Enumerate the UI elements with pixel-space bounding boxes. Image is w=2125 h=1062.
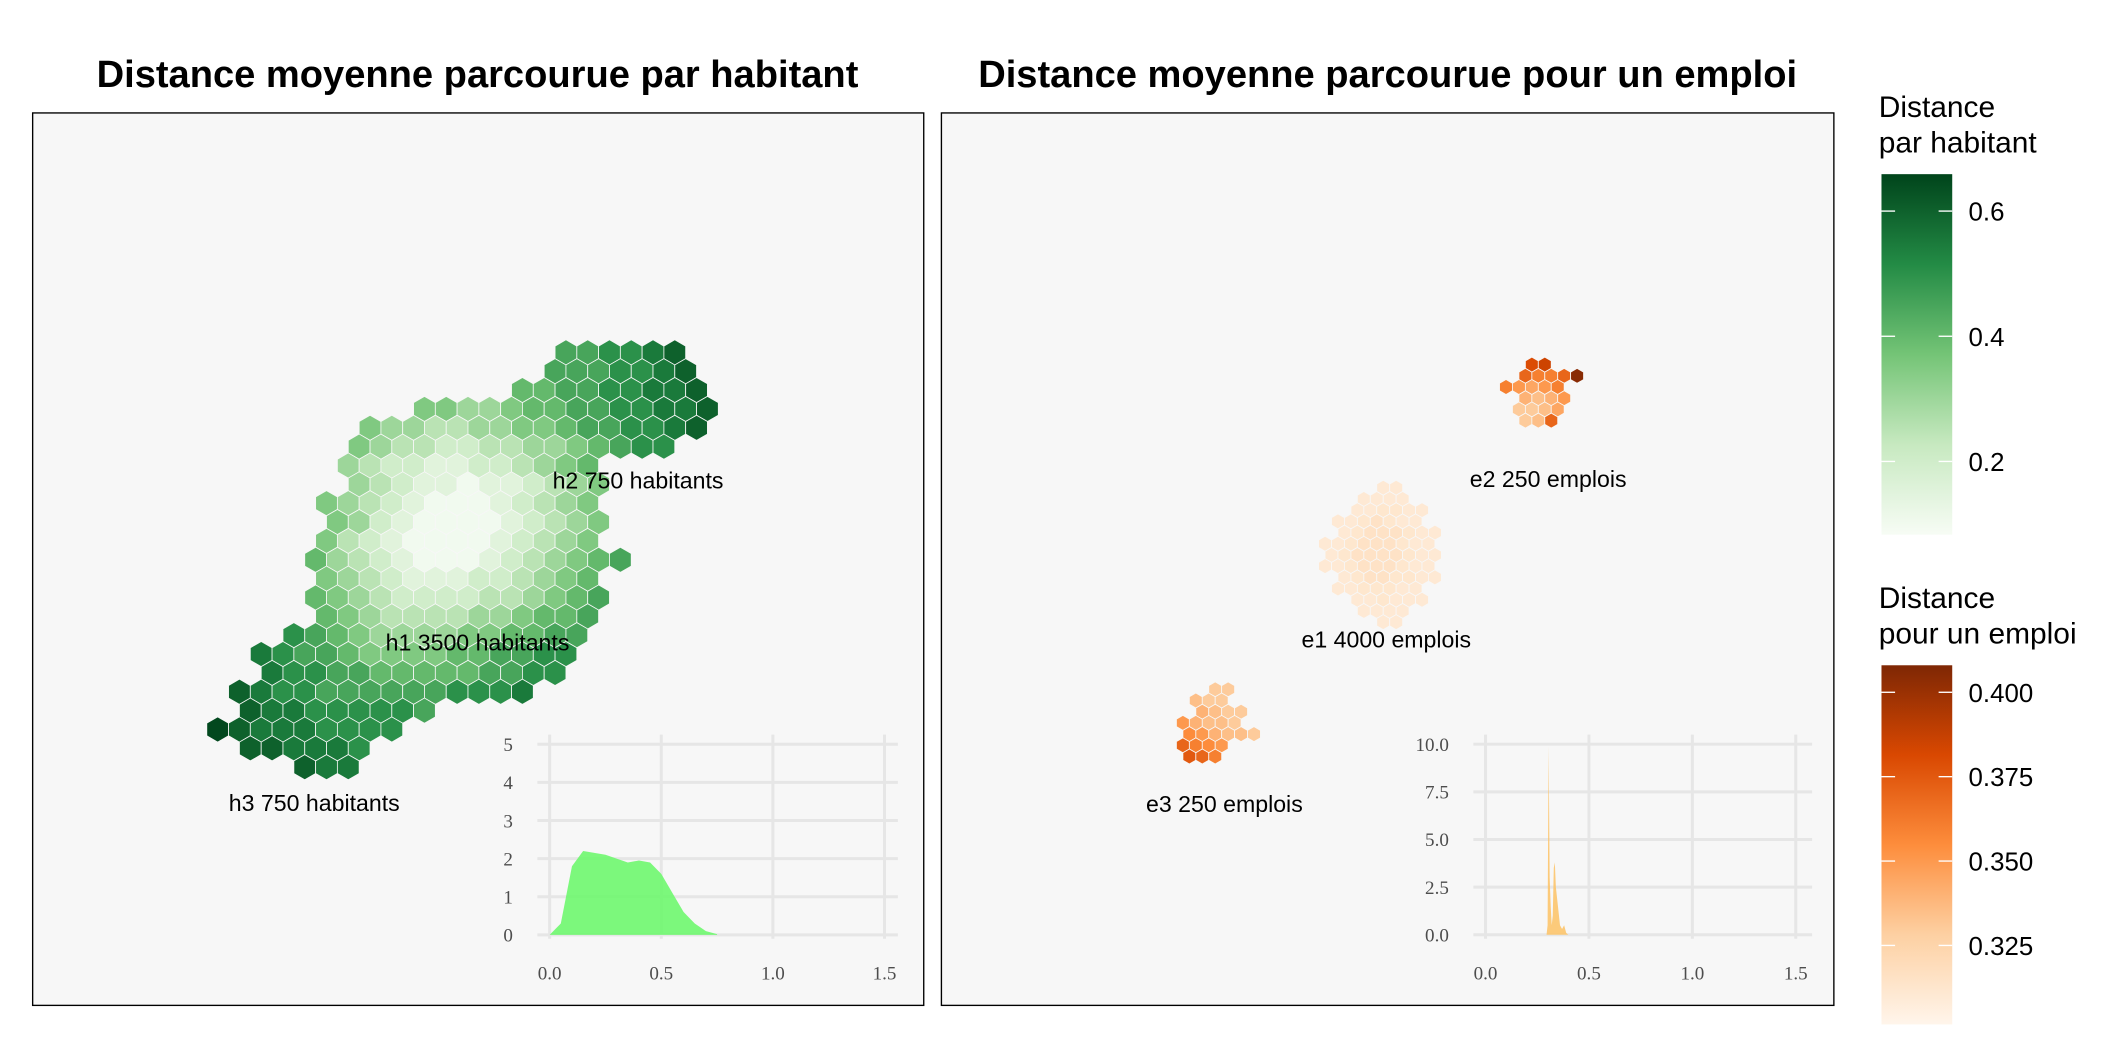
x-tick-label: 0.0	[538, 964, 562, 985]
hex-cell	[1428, 569, 1442, 586]
colorbar-tick-label: 0.2	[1969, 449, 2005, 477]
y-tick-label: 5	[503, 735, 513, 756]
hex-cell	[609, 546, 632, 573]
legend-title: par habitant	[1879, 126, 2038, 159]
colorbar	[1881, 665, 1953, 1025]
hex-cell	[380, 716, 404, 743]
x-tick-label: 0.5	[1577, 964, 1601, 985]
hex-cell	[413, 697, 436, 724]
hex-cell	[336, 754, 360, 781]
y-tick-label: 3	[503, 811, 513, 832]
cluster-label: h3 750 habitants	[229, 790, 400, 816]
cluster-label: h2 750 habitants	[553, 467, 724, 493]
hex-cell	[1318, 558, 1332, 575]
y-tick-label: 2.5	[1425, 878, 1449, 899]
hex-cell	[1195, 748, 1210, 765]
hex-cell	[1208, 748, 1223, 765]
hex-cell	[543, 659, 567, 686]
colorbar-tick-label: 0.4	[1969, 324, 2005, 352]
cluster-label: e3 250 emplois	[1146, 791, 1303, 817]
y-tick-label: 4	[503, 773, 513, 794]
legend-title: pour un emploi	[1879, 618, 2077, 651]
y-tick-label: 2	[503, 849, 513, 870]
legend-title: Distance	[1879, 582, 1995, 615]
y-tick-label: 7.5	[1425, 783, 1449, 804]
colorbar-tick-label: 0.325	[1969, 933, 2034, 961]
x-tick-label: 1.0	[1680, 964, 1704, 985]
x-tick-label: 1.5	[1784, 964, 1808, 985]
y-tick-label: 0	[503, 926, 513, 947]
hex-cell	[1234, 726, 1248, 743]
legend-title: Distance	[1879, 91, 1995, 124]
hex-cell	[1499, 379, 1513, 395]
hex-cell	[1415, 591, 1429, 608]
colorbar-tick-label: 0.375	[1969, 764, 2034, 792]
hex-cell	[1570, 367, 1584, 384]
hex-cell	[1356, 603, 1371, 619]
hex-cell	[652, 433, 676, 460]
hex-cell	[511, 678, 534, 705]
y-tick-label: 5.0	[1425, 830, 1449, 851]
y-tick-label: 0.0	[1425, 926, 1449, 947]
colorbar	[1881, 174, 1953, 535]
cluster-label: e1 4000 emplois	[1301, 627, 1471, 653]
y-tick-label: 10.0	[1416, 735, 1449, 756]
hex-cell	[1331, 580, 1345, 597]
hex-cell	[1182, 748, 1197, 765]
hex-cell	[1544, 412, 1559, 429]
x-tick-label: 1.5	[873, 964, 897, 985]
cluster-label: e2 250 emplois	[1470, 466, 1627, 492]
colorbar-tick-label: 0.6	[1969, 199, 2005, 227]
hex-cell	[685, 414, 708, 441]
colorbar-tick-label: 0.400	[1969, 680, 2034, 708]
hex-cell	[1247, 726, 1261, 743]
density-area	[549, 850, 718, 935]
cluster-label: h1 3500 habitants	[386, 629, 570, 655]
hex-cell	[1389, 614, 1404, 631]
hex-cell	[1531, 412, 1546, 429]
hex-cell	[1518, 412, 1533, 429]
x-tick-label: 1.0	[761, 964, 785, 985]
x-tick-label: 0.5	[649, 964, 673, 985]
x-tick-label: 0.0	[1474, 964, 1498, 985]
y-tick-label: 1	[503, 888, 513, 909]
colorbar-tick-label: 0.350	[1969, 849, 2034, 877]
chart-title: Distance moyenne parcourue par habitant	[97, 54, 859, 96]
chart-title: Distance moyenne parcourue pour un emplo…	[978, 54, 1797, 96]
density-area	[1546, 746, 1569, 935]
